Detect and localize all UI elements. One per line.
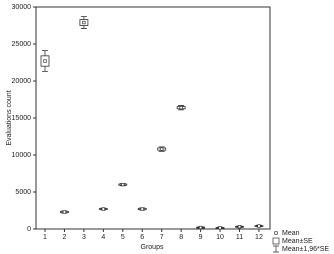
legend-se-symbol bbox=[272, 237, 280, 245]
legend-ci-symbol bbox=[273, 245, 279, 253]
mean-marker bbox=[101, 207, 106, 211]
legend-label: Mean bbox=[282, 230, 300, 237]
x-tick-label: 6 bbox=[140, 234, 144, 241]
mean-marker bbox=[62, 210, 67, 214]
y-tick-label: 0 bbox=[27, 226, 31, 233]
x-tick-label: 10 bbox=[216, 234, 224, 241]
x-tick-label: 5 bbox=[121, 234, 125, 241]
mean-marker bbox=[140, 207, 144, 211]
y-axis-title: Evaluations count bbox=[6, 90, 13, 145]
mean-marker bbox=[218, 226, 222, 230]
mean-marker bbox=[43, 59, 47, 63]
legend-label: Mean±SE bbox=[282, 238, 313, 245]
y-tick-label: 30000 bbox=[12, 4, 32, 11]
x-tick-label: 12 bbox=[255, 234, 263, 241]
x-axis-title: Groups bbox=[141, 244, 164, 251]
x-tick-label: 4 bbox=[101, 234, 105, 241]
y-tick-label: 5000 bbox=[15, 189, 31, 196]
y-tick-label: 25000 bbox=[12, 41, 32, 48]
y-tick-label: 20000 bbox=[12, 78, 32, 85]
x-tick-label: 3 bbox=[82, 234, 86, 241]
mean-marker bbox=[257, 224, 261, 228]
mean-marker bbox=[179, 105, 183, 110]
x-tick-label: 2 bbox=[62, 234, 66, 241]
mean-marker bbox=[237, 225, 242, 229]
mean-marker bbox=[121, 182, 125, 187]
x-tick-label: 7 bbox=[160, 234, 164, 241]
x-tick-label: 1 bbox=[43, 234, 47, 241]
mean-marker bbox=[198, 225, 203, 230]
x-tick-label: 11 bbox=[236, 234, 243, 241]
x-tick-label: 8 bbox=[179, 234, 183, 241]
legend-label: Mean±1,96*SE bbox=[282, 246, 329, 253]
mean-marker bbox=[82, 20, 86, 25]
x-tick-label: 9 bbox=[199, 234, 203, 241]
y-tick-label: 15000 bbox=[12, 115, 32, 122]
y-tick-label: 10000 bbox=[12, 152, 32, 159]
legend-mean-symbol bbox=[274, 231, 278, 235]
plot-frame bbox=[35, 6, 271, 230]
mean-marker bbox=[160, 147, 164, 151]
